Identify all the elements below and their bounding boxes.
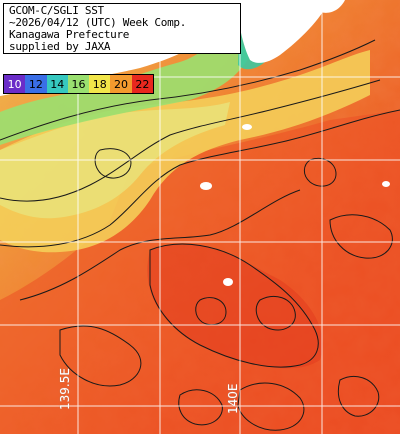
title-line-3: Kanagawa Prefecture bbox=[9, 28, 130, 41]
warm-water-core bbox=[147, 243, 323, 369]
sst-contours bbox=[0, 39, 400, 431]
title-line-4: supplied by JAXA bbox=[9, 40, 111, 53]
lon-label-right: 140E bbox=[226, 383, 240, 415]
land-mass-east bbox=[300, 0, 400, 13]
colorbar-cell-12: 12 bbox=[25, 75, 47, 93]
title-line-2: ~2026/04/12 (UTC) Week Comp. bbox=[9, 16, 187, 29]
colorbar-cell-22: 22 bbox=[131, 75, 153, 93]
title-box: GCOM-C/SGLI SST ~2026/04/12 (UTC) Week C… bbox=[3, 3, 241, 54]
title-line-1: GCOM-C/SGLI SST bbox=[9, 4, 104, 17]
colorbar-cell-10: 10 bbox=[4, 75, 26, 93]
colorbar-cell-20: 20 bbox=[110, 75, 132, 93]
lon-label-left: 139.5E bbox=[58, 368, 72, 410]
small-islands bbox=[200, 124, 390, 286]
colorbar-cell-18: 18 bbox=[89, 75, 111, 93]
colorbar-cell-16: 16 bbox=[67, 75, 90, 93]
colorbar-cell-14: 14 bbox=[46, 75, 68, 93]
temperature-colorbar: 10 12 14 16 18 20 22 bbox=[3, 74, 154, 94]
